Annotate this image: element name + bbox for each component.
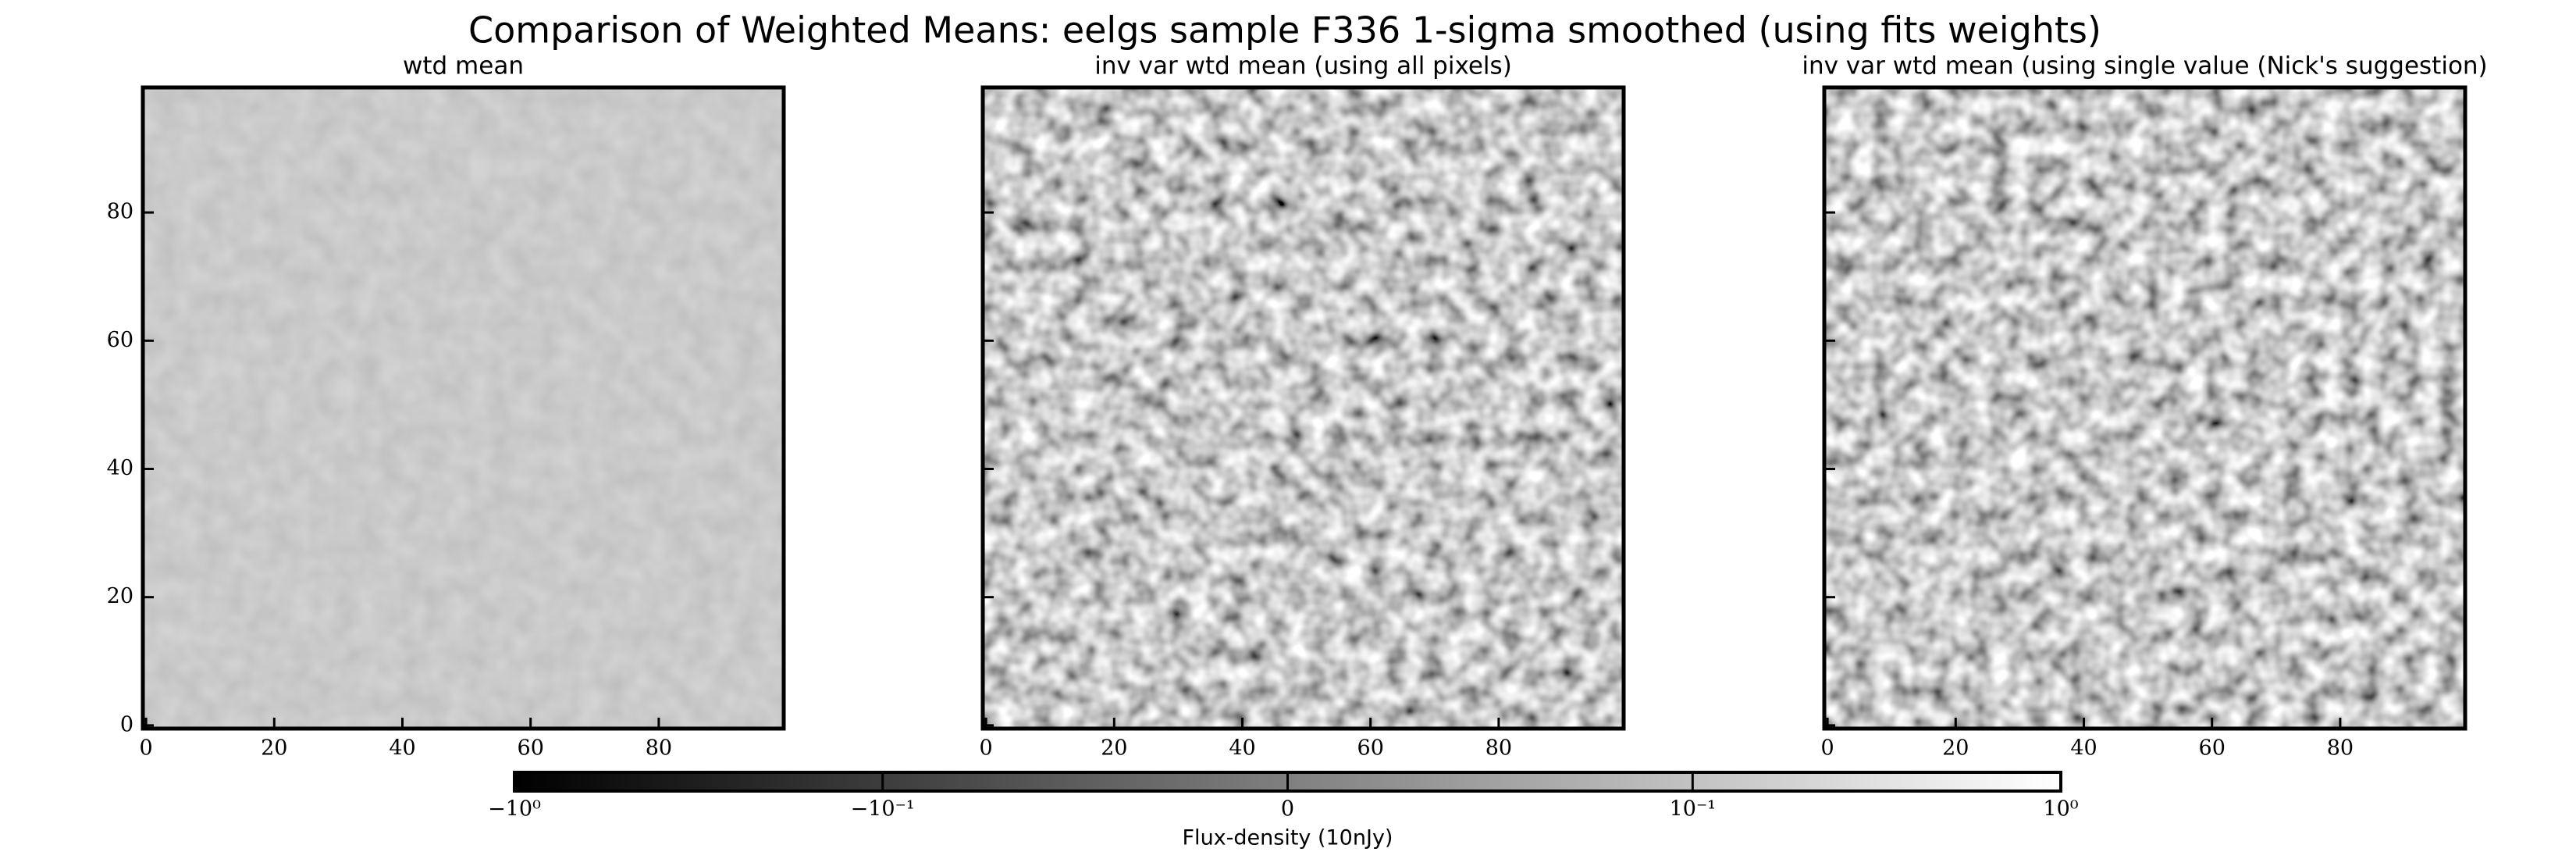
x-tick-label: 80: [646, 736, 672, 761]
x-tick-label: 60: [2199, 736, 2226, 761]
x-tick-label: 80: [1485, 736, 1512, 761]
x-tick-label: 0: [140, 736, 153, 761]
image: [983, 87, 1624, 729]
colorbar-label: Flux-density (10nJy): [1183, 826, 1393, 850]
frame: [980, 85, 1626, 731]
panel-title: inv var wtd mean (using single value (Ni…: [1802, 52, 2487, 80]
colorbar-tick-label: 10⁻¹: [1670, 797, 1716, 822]
frame: [141, 85, 786, 731]
x-tick-label: 20: [1942, 736, 1969, 761]
colorbar-tick-label: −10⁻¹: [851, 797, 915, 822]
x-tick-label: 40: [1229, 736, 1255, 761]
x-tick-label: 80: [2327, 736, 2354, 761]
colorbar-frame: [513, 771, 2062, 793]
x-tick-label: 40: [2070, 736, 2097, 761]
colorbar-tick-label: −10⁰: [488, 797, 541, 822]
x-tick-label: 40: [389, 736, 415, 761]
image: [1824, 87, 2465, 729]
colorbar-tick-label: 10⁰: [2043, 797, 2078, 822]
chart-title: Comparison of Weighted Means: eelgs samp…: [468, 9, 2101, 52]
image: [143, 87, 784, 729]
x-tick-label: 0: [980, 736, 993, 761]
x-tick-label: 20: [1101, 736, 1127, 761]
y-tick-label: 80: [107, 200, 133, 224]
y-tick-label: 0: [120, 712, 133, 736]
y-tick-label: 60: [107, 328, 133, 352]
colorbar-tick-label: 0: [1281, 797, 1294, 822]
y-tick-label: 40: [107, 456, 133, 480]
x-tick-label: 60: [1357, 736, 1384, 761]
panel-title: wtd mean: [403, 52, 524, 80]
y-tick-label: 20: [107, 584, 133, 608]
frame: [1822, 85, 2467, 731]
panel-title: inv var wtd mean (using all pixels): [1094, 52, 1512, 80]
x-tick-label: 60: [518, 736, 544, 761]
x-tick-label: 0: [1821, 736, 1834, 761]
x-tick-label: 20: [261, 736, 287, 761]
